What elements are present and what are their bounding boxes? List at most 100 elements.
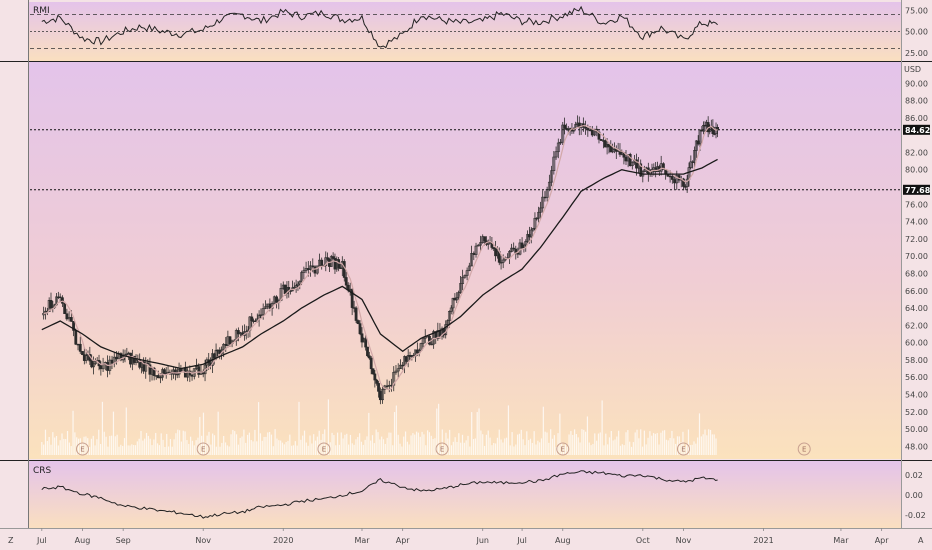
- volume-bar: [432, 438, 434, 455]
- price-tick-label: 90.00: [905, 79, 928, 88]
- volume-bar: [169, 439, 172, 455]
- volume-bar: [182, 430, 184, 455]
- volume-bar: [535, 444, 537, 455]
- candle-body: [561, 124, 565, 143]
- candle-body: [461, 276, 465, 284]
- candle-body: [296, 283, 300, 286]
- volume-bar: [285, 442, 287, 455]
- volume-bar: [548, 442, 550, 455]
- volume-bar: [570, 431, 572, 455]
- volume-bar: [663, 430, 666, 455]
- volume-bar: [257, 402, 260, 455]
- volume-bar: [695, 443, 697, 455]
- candle-body: [65, 313, 69, 320]
- volume-bar: [629, 441, 631, 455]
- candle-body: [421, 337, 425, 344]
- volume-bar: [601, 400, 603, 455]
- crs-title: CRS: [33, 466, 52, 476]
- volume-bar: [79, 438, 81, 455]
- volume-bar: [373, 443, 375, 455]
- candle-body: [110, 359, 114, 364]
- candle-body: [156, 375, 160, 379]
- volume-bar: [228, 446, 230, 455]
- volume-bar: [107, 446, 109, 455]
- volume-bar: [511, 432, 513, 455]
- volume-bar: [212, 433, 214, 455]
- candle-body: [408, 355, 412, 357]
- volume-bar: [619, 445, 622, 455]
- volume-bar: [550, 429, 552, 455]
- volume-bar: [313, 434, 315, 455]
- volume-bar: [278, 440, 280, 455]
- volume-bar: [706, 435, 708, 455]
- price-tick-label: 48.00: [905, 442, 928, 451]
- volume-bar: [344, 434, 346, 455]
- volume-bar: [125, 407, 127, 455]
- volume-bar: [307, 445, 309, 455]
- candle-body: [234, 330, 238, 342]
- candle-body: [494, 248, 497, 257]
- volume-bar: [572, 434, 574, 455]
- volume-bar: [564, 444, 566, 455]
- volume-bar: [83, 436, 85, 455]
- volume-bar: [224, 442, 227, 455]
- volume-bar: [74, 432, 76, 455]
- candle-body: [302, 270, 306, 273]
- earnings-label: E: [440, 446, 444, 454]
- volume-bar: [267, 432, 269, 455]
- candle-body: [430, 343, 433, 346]
- volume-bar: [173, 439, 175, 455]
- volume-bar: [63, 438, 65, 455]
- candle-body: [275, 296, 278, 303]
- candle-body: [298, 281, 302, 285]
- candle-body: [428, 336, 431, 345]
- volume-bar: [410, 435, 412, 455]
- volume-bar: [98, 429, 100, 455]
- volume-bar: [131, 444, 133, 455]
- volume-bar: [331, 432, 333, 455]
- candle-body: [358, 323, 362, 335]
- volume-bar: [715, 438, 717, 455]
- volume-bar: [404, 431, 407, 455]
- volume-bar: [603, 445, 605, 455]
- price-tick-label: 52.00: [905, 408, 928, 417]
- volume-bar: [417, 432, 420, 455]
- time-tick-label: Aug: [555, 536, 571, 545]
- volume-bar: [50, 444, 52, 455]
- candle-body: [63, 302, 67, 315]
- candle-body: [415, 349, 419, 354]
- volume-bar: [392, 445, 394, 455]
- volume-bar: [333, 435, 335, 455]
- volume-bar: [390, 432, 392, 455]
- candle-body: [342, 261, 346, 278]
- volume-bar: [471, 412, 473, 455]
- volume-bar: [555, 446, 557, 455]
- volume-bar: [553, 435, 555, 455]
- volume-bar: [614, 439, 616, 455]
- volume-bar: [436, 408, 438, 455]
- auto-scale-button[interactable]: A: [918, 536, 924, 545]
- candle-body: [81, 351, 84, 355]
- earnings-marker: [75, 442, 89, 456]
- volume-bar: [309, 435, 311, 455]
- candle-body: [668, 175, 672, 178]
- volume-bar: [377, 432, 379, 455]
- candle-body: [545, 189, 549, 198]
- volume-bar: [458, 433, 460, 455]
- volume-bar: [144, 438, 146, 455]
- volume-bar: [533, 431, 535, 455]
- volume-bar: [423, 434, 425, 455]
- crs-line: [41, 470, 718, 519]
- volume-bar: [700, 436, 702, 455]
- candle-body: [643, 169, 647, 172]
- volume-bar: [156, 443, 159, 455]
- volume-bar: [443, 444, 445, 455]
- volume-bar: [524, 445, 526, 455]
- volume-bar: [403, 436, 405, 455]
- timezone-button[interactable]: Z: [8, 536, 14, 545]
- volume-bar: [52, 432, 54, 455]
- volume-bar: [647, 437, 649, 455]
- volume-bar: [434, 438, 436, 455]
- volume-bar: [482, 434, 484, 455]
